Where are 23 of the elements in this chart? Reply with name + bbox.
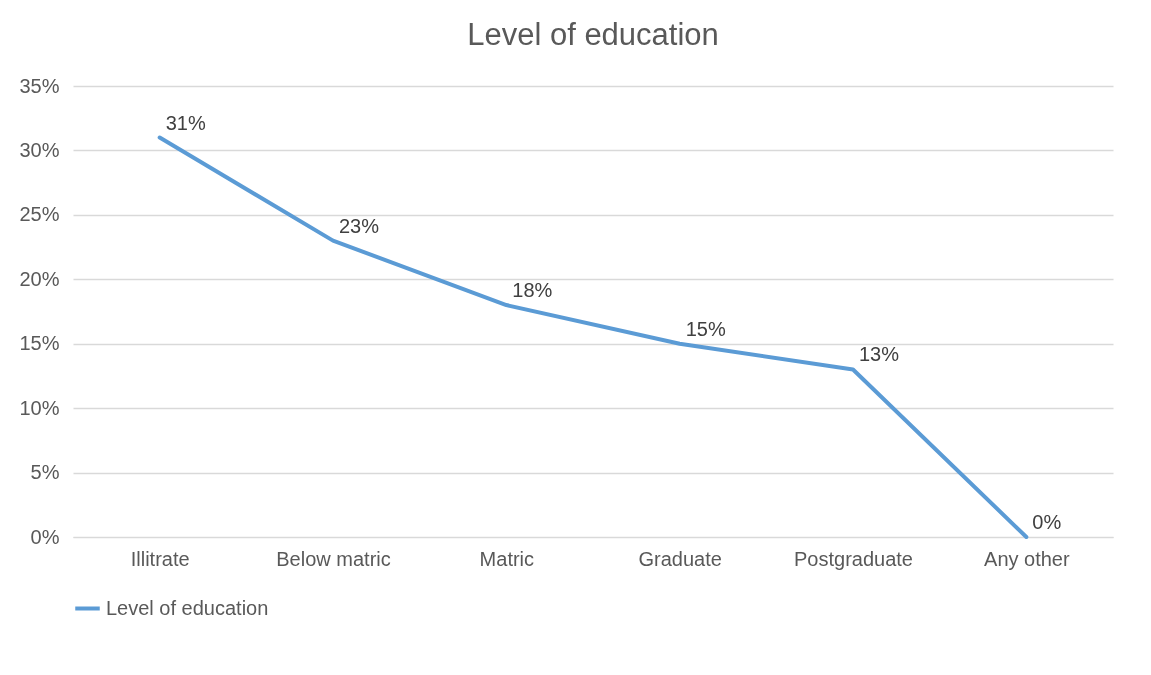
data-label: 23% bbox=[339, 214, 380, 237]
y-tick-label: 5% bbox=[30, 461, 60, 484]
data-label: 18% bbox=[512, 279, 553, 302]
data-label: 15% bbox=[685, 317, 726, 340]
y-tick-label: 20% bbox=[19, 267, 60, 290]
y-tick-label: 35% bbox=[19, 74, 60, 97]
data-label: 0% bbox=[1032, 511, 1062, 533]
x-tick-label: Below matric bbox=[276, 547, 391, 570]
legend-label: Level of education bbox=[106, 596, 269, 619]
x-tick-label: Postgraduate bbox=[794, 547, 913, 570]
data-label: 31% bbox=[165, 111, 206, 134]
y-tick-label: 10% bbox=[19, 396, 60, 419]
y-tick-label: 25% bbox=[19, 203, 60, 226]
data-label: 13% bbox=[859, 343, 900, 366]
x-tick-label: Any other bbox=[984, 547, 1070, 570]
y-tick-label: 30% bbox=[19, 138, 60, 161]
line-series bbox=[157, 135, 1029, 539]
x-tick-label: Illitrate bbox=[130, 547, 190, 570]
y-tick-label: 0% bbox=[30, 525, 60, 548]
x-tick-label: Matric bbox=[479, 547, 535, 570]
x-tick-label: Graduate bbox=[638, 547, 722, 570]
chart-title: Level of education bbox=[467, 17, 719, 52]
y-tick-label: 15% bbox=[19, 332, 60, 355]
